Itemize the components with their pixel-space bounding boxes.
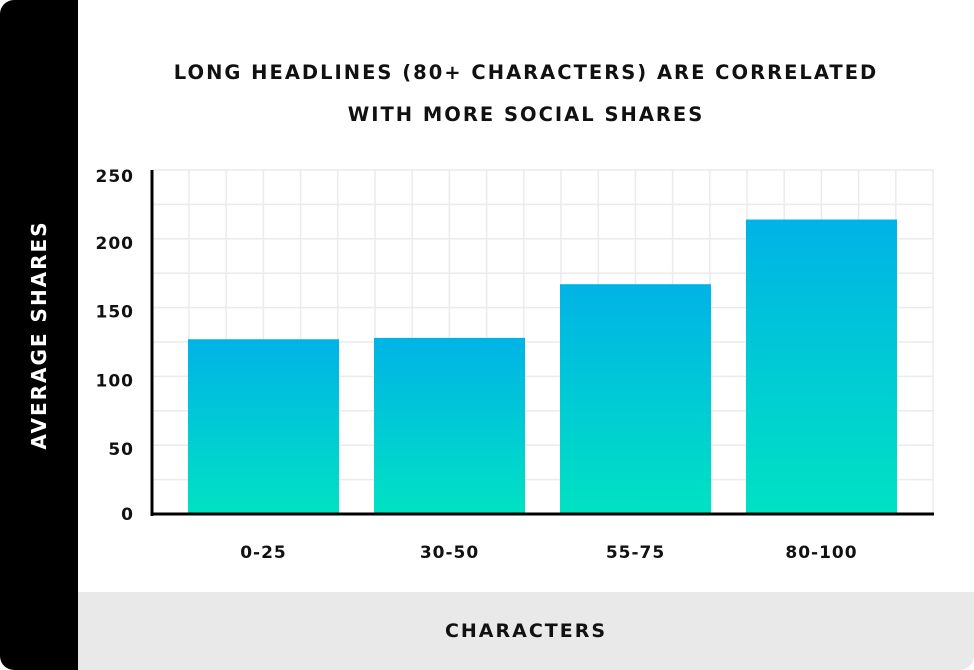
chart-title: LONG HEADLINES (80+ CHARACTERS) ARE CORR…	[78, 52, 974, 136]
x-tick-label: 30-50	[420, 543, 479, 563]
x-tick-label: 80-100	[785, 543, 857, 563]
bar-30-50	[374, 337, 525, 514]
bar-55-75	[560, 284, 711, 514]
x-tick-label: 55-75	[606, 543, 665, 563]
x-axis-label: CHARACTERS	[444, 620, 608, 642]
x-axis-band: CHARACTERS	[78, 592, 974, 670]
x-tick-label: 0-25	[240, 543, 287, 563]
y-tick-label: 200	[96, 234, 135, 254]
y-axis-band: AVERAGE SHARES	[0, 0, 78, 670]
y-tick-label: 150	[96, 303, 135, 323]
chart-title-line-2: WITH MORE SOCIAL SHARES	[347, 103, 705, 126]
chart-title-line-1: LONG HEADLINES (80+ CHARACTERS) ARE CORR…	[173, 61, 879, 84]
y-tick-label: 50	[108, 440, 134, 460]
y-tick-label: 0	[121, 505, 134, 525]
y-tick-label: 250	[96, 167, 135, 187]
bar-80-100	[746, 219, 897, 514]
bar-0-25	[188, 339, 339, 514]
y-tick-label: 100	[96, 371, 135, 391]
